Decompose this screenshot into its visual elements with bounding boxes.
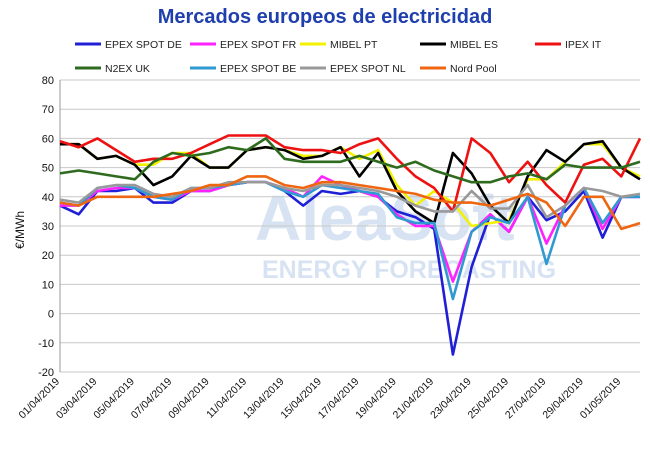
x-axis: 01/04/201903/04/201905/04/201907/04/2019…: [16, 376, 623, 422]
series-line-epex-spot-nl: [59, 180, 641, 219]
y-axis-label: €/MWh: [13, 211, 27, 249]
y-tick-label: 30: [42, 221, 54, 233]
legend: EPEX SPOT DE EPEX SPOT FR MIBEL PT MIBEL ES…: [75, 39, 602, 75]
series-line-epex-spot-de: [59, 180, 640, 356]
x-tick-label: 01/05/2019: [578, 376, 624, 422]
legend-label: IPEX IT: [565, 39, 602, 51]
y-tick-label: 60: [42, 133, 54, 145]
series-line-mibel-es: [60, 140, 641, 225]
legend-label: EPEX SPOT NL: [330, 63, 406, 75]
y-tick-label: 50: [42, 163, 54, 175]
legend-label: MIBEL ES: [450, 39, 498, 51]
legend-label: MIBEL PT: [330, 39, 378, 51]
watermark: AleaSoft ENERGY FORECASTING: [255, 182, 556, 284]
legend-label: Nord Pool: [450, 63, 497, 75]
y-tick-label: 80: [42, 75, 54, 87]
series-line-ipex-it: [59, 134, 642, 213]
y-tick-label: 20: [42, 250, 54, 262]
y-axis: -20 -10 0 10 20 30 40 50 60 70 80: [38, 75, 54, 379]
y-tick-label: 40: [42, 192, 54, 204]
series-lines: [59, 134, 642, 356]
legend-label: EPEX SPOT FR: [220, 39, 297, 51]
legend-label: N2EX UK: [105, 63, 150, 75]
legend-label: EPEX SPOT DE: [105, 39, 182, 51]
legend-label: EPEX SPOT BE: [220, 63, 296, 75]
watermark-tagline: ENERGY FORECASTING: [262, 256, 556, 284]
y-tick-label: 70: [42, 104, 54, 116]
series-line-n2ex-uk: [59, 137, 641, 184]
chart-title: Mercados europeos de electricidad: [157, 6, 493, 28]
y-tick-label: 0: [48, 309, 54, 321]
grid: [59, 79, 640, 373]
series-line-nord-pool: [59, 175, 641, 231]
y-tick-label: -20: [38, 367, 54, 379]
y-tick-label: 10: [42, 279, 54, 291]
y-tick-label: -10: [38, 338, 54, 350]
